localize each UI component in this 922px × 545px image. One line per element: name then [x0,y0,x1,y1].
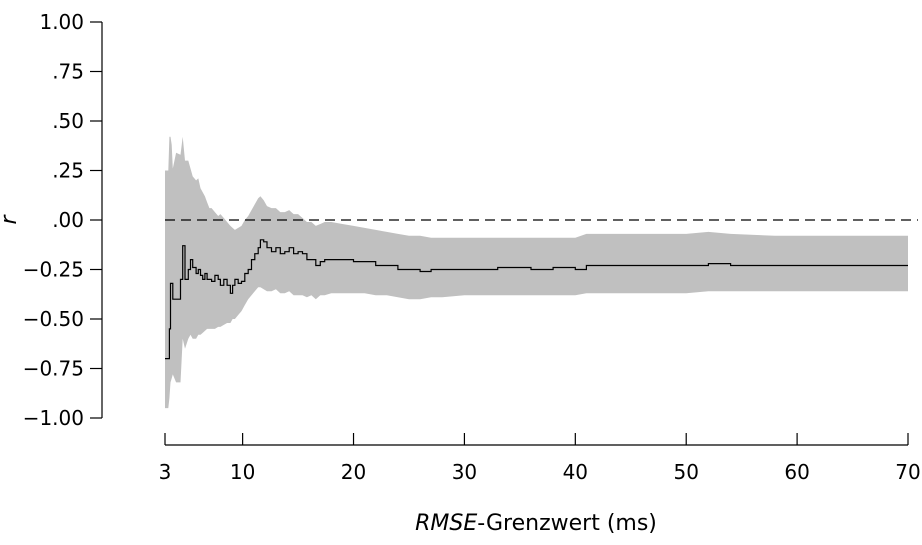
x-tick-label: 50 [673,460,698,484]
y-tick-label: .00 [52,208,84,232]
confidence-band [165,136,908,409]
y-axis-title: r [0,214,22,225]
x-tick-label: 20 [341,460,366,484]
correlation-line [165,239,908,360]
x-tick-label: 3 [159,460,172,484]
x-tick-label: 30 [452,460,477,484]
x-tick-label: 40 [563,460,588,484]
x-tick-label: 60 [784,460,809,484]
y-tick-label: −0.50 [23,307,84,331]
x-tick-label: 70 [895,460,920,484]
confidence-band-group [165,136,908,409]
x-axis-title-rest: -Grenzwert (ms) [477,511,657,536]
y-axis: 1.00 .75 .50 .25 .00 −0.25 −0.50 −0.75 −1.00 [23,10,103,430]
y-tick-label: −1.00 [23,406,84,430]
y-tick-label: −0.75 [23,357,84,381]
y-tick-label: .75 [52,60,84,84]
y-tick-label: .25 [52,159,84,183]
y-tick-label: 1.00 [39,10,84,34]
y-tick-label: .50 [52,109,84,133]
x-axis-title: RMSE-Grenzwert (ms) [415,511,657,536]
x-tick-label: 10 [230,460,255,484]
y-tick-label: −0.25 [23,258,84,282]
x-axis: 3 10 20 30 40 50 60 70 [159,433,921,484]
x-axis-title-italic: RMSE [415,511,477,536]
